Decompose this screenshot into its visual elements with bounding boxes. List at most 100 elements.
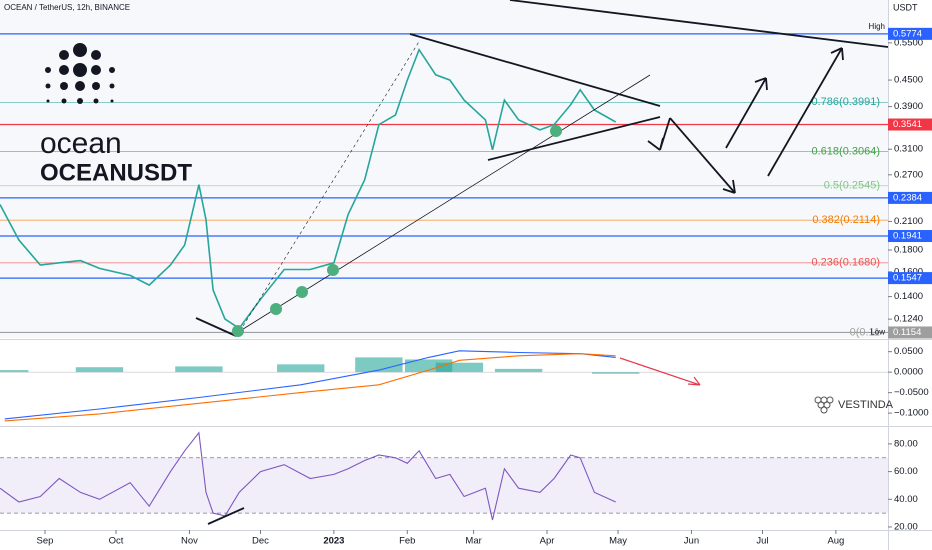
logo-dot xyxy=(73,43,87,57)
x-tick-label: Feb xyxy=(399,536,415,547)
histogram-bar xyxy=(75,367,124,373)
icon-dot xyxy=(826,396,834,404)
logo-dot xyxy=(91,65,101,75)
x-tick-label: Jul xyxy=(756,536,768,547)
high-name: High xyxy=(869,22,885,31)
y-tick-label: 0.1800 xyxy=(894,245,923,256)
fib-label: 0.618(0.3064) xyxy=(812,145,881,157)
logo-dot xyxy=(77,98,83,104)
logo-dot xyxy=(59,50,69,60)
x-tick-label: Mar xyxy=(465,536,481,547)
high-value: 0.5774 xyxy=(893,28,922,39)
trend-line xyxy=(207,507,245,525)
histogram-bar xyxy=(592,372,640,374)
logo-dot xyxy=(59,65,69,75)
logo-dot xyxy=(61,98,67,104)
histogram-bar xyxy=(175,366,223,373)
fib-label: 0.5(0.2545) xyxy=(824,180,880,192)
y-tick-label: 0.0500 xyxy=(894,346,923,357)
icon-dot xyxy=(820,406,828,414)
fib-label: 0.786(0.3991) xyxy=(812,96,881,108)
x-tick-label: Dec xyxy=(252,536,269,547)
y-tick-label: 0.4500 xyxy=(894,75,923,86)
last-value: 0.3541 xyxy=(893,119,922,130)
y-tick-label: 0.5500 xyxy=(894,37,923,48)
y-tick-label: 0.0000 xyxy=(894,367,923,378)
series-line xyxy=(4,353,616,422)
y-tick-label: 40.00 xyxy=(894,494,918,505)
series-line xyxy=(0,47,617,330)
last-badge xyxy=(888,118,932,131)
y-tick-label: 0.1240 xyxy=(894,314,923,325)
x-tick-label: Oct xyxy=(109,536,124,547)
histogram-bar xyxy=(494,368,543,373)
level-badge xyxy=(888,272,932,285)
x-tick-label: Sep xyxy=(37,536,54,547)
drawings xyxy=(195,0,889,525)
logo-dot xyxy=(109,83,115,89)
marker xyxy=(296,286,308,298)
y-tick-label: 0.1600 xyxy=(894,266,923,277)
logo-dot xyxy=(75,81,85,91)
arrow xyxy=(725,77,768,149)
logo xyxy=(45,43,115,104)
arrow xyxy=(669,117,736,194)
y-tick-label: 20.00 xyxy=(894,521,918,532)
chart-title: OCEAN / TetherUS, 12h, BINANCE xyxy=(4,3,130,12)
logo-text: ocean xyxy=(40,127,122,160)
marker xyxy=(270,303,282,315)
level-badge xyxy=(888,230,932,243)
low-value: 0.1154 xyxy=(893,327,921,338)
markers xyxy=(232,125,562,337)
histogram-bar xyxy=(355,357,403,373)
marker xyxy=(550,125,562,137)
fib-label: 0.382(0.2114) xyxy=(812,214,880,226)
y-tick-label: 0.3900 xyxy=(894,101,923,112)
trend-line xyxy=(239,74,651,332)
logo-dot xyxy=(45,83,51,89)
high-badge xyxy=(888,27,932,40)
x-tick-label: Aug xyxy=(827,536,844,547)
layers: 0.5500 0.4500 0.3900 0.3100 0.2700 0.2100 0.18… xyxy=(0,22,932,547)
trend-line xyxy=(509,0,889,48)
vestinda-icon xyxy=(814,396,834,414)
y-tick-label: 0.1400 xyxy=(894,291,923,302)
level-value: 0.1547 xyxy=(893,273,922,284)
logo-dot xyxy=(110,99,114,103)
histogram-bar xyxy=(435,362,484,373)
level-value: 0.1941 xyxy=(893,231,922,242)
logo-dot xyxy=(91,50,101,60)
price-pane xyxy=(0,0,888,338)
trend-line xyxy=(409,33,661,107)
logo-dot xyxy=(93,98,99,104)
y-tick-label: 0.2700 xyxy=(894,169,923,180)
arrow xyxy=(767,47,844,177)
level-badge xyxy=(888,191,932,204)
series-line xyxy=(0,431,616,521)
series-line xyxy=(4,350,616,420)
y-tick-label: 60.00 xyxy=(894,466,918,477)
low-name: Low xyxy=(870,328,885,337)
x-tick-label: Apr xyxy=(540,536,555,547)
logo-dot xyxy=(109,67,115,73)
arrow xyxy=(619,357,701,386)
level-value: 0.2384 xyxy=(893,192,922,203)
y-tick-label: 80.00 xyxy=(894,438,918,449)
logo-dot xyxy=(73,63,87,77)
y-tick-label: −0.1000 xyxy=(894,408,929,419)
x-tick-label: 2023 xyxy=(323,536,344,547)
y-tick-label: 0.3100 xyxy=(894,144,923,155)
rsi-band xyxy=(0,457,888,514)
logo-dot xyxy=(60,82,68,90)
histogram-bar xyxy=(0,370,29,373)
icon-dot xyxy=(823,401,831,409)
x-tick-label: Jun xyxy=(684,536,699,547)
trend-line xyxy=(195,317,237,337)
trend-line xyxy=(487,116,661,161)
arrow xyxy=(647,117,671,151)
vestinda: VESTINDA xyxy=(838,399,894,411)
histogram-bar xyxy=(277,364,325,373)
logo-dot xyxy=(45,67,51,73)
symbol: OCEANUSDT xyxy=(40,159,192,186)
